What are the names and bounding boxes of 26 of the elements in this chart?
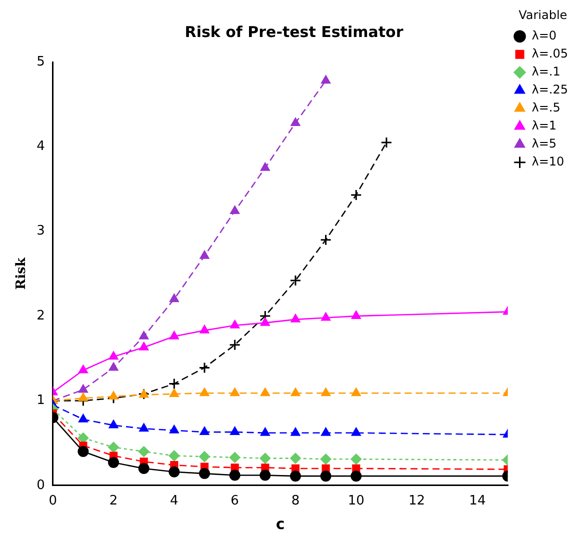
legend-label: λ=5 <box>532 136 557 151</box>
y-tick-label: 1 <box>36 393 45 408</box>
y-tick-label: 4 <box>36 139 45 154</box>
x-tick-label: 0 <box>48 494 58 509</box>
x-tick-label: 10 <box>348 494 364 509</box>
legend-label: λ=1 <box>532 118 557 133</box>
x-tick-label: 4 <box>170 494 178 509</box>
x-tick-label: 14 <box>469 494 486 509</box>
legend-label: λ=.05 <box>532 46 568 61</box>
x-tick-label: 8 <box>291 494 300 509</box>
legend-title: Variable <box>518 8 568 22</box>
legend-label: λ=0 <box>532 28 557 43</box>
x-axis-title: c <box>276 514 285 533</box>
legend-label: λ=.1 <box>532 64 560 79</box>
y-axis-title: Risk <box>14 256 30 290</box>
legend-label: λ=.25 <box>532 82 568 97</box>
y-tick-label: 3 <box>36 224 45 239</box>
x-tick-label: 2 <box>109 494 118 509</box>
chart-title: Risk of Pre-test Estimator <box>184 22 404 41</box>
legend-label: λ=.5 <box>532 100 560 115</box>
y-tick-label: 5 <box>36 54 45 70</box>
y-tick-label: 0 <box>36 478 45 493</box>
y-tick-label: 2 <box>36 308 45 324</box>
x-tick-label: 12 <box>408 494 426 509</box>
x-tick-label: 6 <box>230 494 239 509</box>
legend-label: λ=10 <box>532 154 564 169</box>
